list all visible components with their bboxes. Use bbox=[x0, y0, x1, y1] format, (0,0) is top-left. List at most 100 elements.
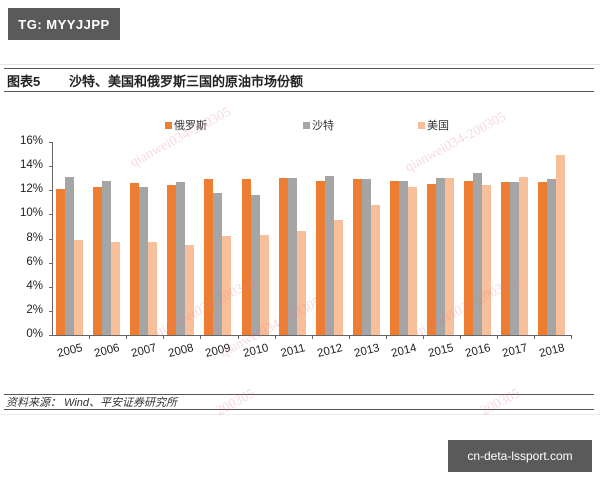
bar-2005-2 bbox=[74, 239, 83, 335]
bar-2014-1 bbox=[398, 180, 408, 335]
x-tick-label: 2016 bbox=[464, 342, 492, 360]
x-tick-label: 2014 bbox=[390, 342, 418, 360]
y-tick-label: 10% bbox=[19, 207, 43, 220]
y-tick-label: 12% bbox=[19, 183, 43, 196]
bar-2009-0 bbox=[204, 179, 214, 335]
x-tick bbox=[423, 335, 424, 339]
x-tick-label: 2017 bbox=[501, 342, 530, 360]
legend-swatch-icon bbox=[418, 121, 425, 129]
top-divider bbox=[0, 64, 600, 65]
bar-2009-1 bbox=[213, 192, 223, 335]
legend-item-0: 俄罗斯 bbox=[165, 117, 207, 133]
x-tick-label: 2009 bbox=[204, 342, 233, 360]
x-tick bbox=[460, 335, 462, 339]
x-tick bbox=[497, 335, 499, 339]
x-tick bbox=[89, 335, 91, 339]
legend-label: 俄罗斯 bbox=[174, 120, 207, 132]
bar-2011-1 bbox=[287, 178, 297, 335]
y-tick-label: 0% bbox=[26, 328, 43, 340]
x-tick-label: 2013 bbox=[352, 342, 381, 360]
bar-2016-1 bbox=[473, 173, 483, 335]
bar-2007-0 bbox=[130, 183, 140, 335]
telegram-tag-badge: TG: MYYJJPP bbox=[8, 8, 120, 40]
legend-item-1: 沙特 bbox=[303, 117, 334, 133]
bar-2008-0 bbox=[167, 185, 177, 335]
x-tick bbox=[200, 335, 202, 339]
bar-2015-0 bbox=[427, 184, 436, 335]
y-tick bbox=[49, 262, 53, 264]
y-tick-label: 14% bbox=[19, 159, 43, 172]
bar-2010-2 bbox=[259, 234, 269, 335]
bar-2007-1 bbox=[139, 186, 149, 335]
figure-title-bar: 图表5 沙特、美国和俄罗斯三国的原油市场份额 bbox=[4, 68, 594, 92]
bar-2017-1 bbox=[510, 181, 520, 335]
x-tick bbox=[385, 335, 387, 339]
bar-2017-2 bbox=[519, 176, 529, 335]
x-tick bbox=[237, 335, 239, 339]
x-tick-label: 2007 bbox=[130, 342, 159, 360]
bar-chart: 0% 2% 4% 6% 8% 10% 12% 14% 16% 2005 2006 2007 2008 20… bbox=[19, 135, 573, 360]
bar-2006-1 bbox=[102, 180, 112, 335]
x-tick bbox=[311, 335, 313, 339]
x-tick-label: 2018 bbox=[538, 342, 567, 360]
bar-2012-2 bbox=[333, 220, 343, 335]
bar-2018-1 bbox=[547, 179, 557, 335]
legend-swatch-icon bbox=[303, 121, 310, 129]
bar-2016-0 bbox=[464, 180, 474, 335]
bar-2015-2 bbox=[445, 178, 454, 335]
site-url-badge: cn-deta-lssport.com bbox=[448, 440, 592, 472]
bar-2006-0 bbox=[93, 186, 103, 335]
bar-2009-2 bbox=[222, 236, 232, 335]
legend-label: 美国 bbox=[427, 120, 449, 132]
bar-2014-0 bbox=[389, 180, 399, 335]
x-tick-label: 2015 bbox=[427, 342, 455, 360]
bar-2005-0 bbox=[56, 189, 65, 335]
y-tick bbox=[49, 238, 53, 240]
x-tick-label: 2005 bbox=[56, 342, 84, 360]
bar-2013-2 bbox=[370, 204, 380, 335]
bar-2018-2 bbox=[556, 155, 566, 335]
legend-swatch-icon bbox=[165, 121, 172, 129]
bottom-divider bbox=[0, 414, 600, 415]
bar-2013-1 bbox=[361, 179, 371, 335]
y-tick bbox=[49, 214, 53, 216]
x-tick-label: 2010 bbox=[241, 342, 270, 360]
x-axis bbox=[52, 335, 571, 336]
figure-number: 图表5 bbox=[7, 73, 41, 89]
chart-legend: 俄罗斯 沙特 美国 bbox=[0, 117, 600, 133]
bar-2010-1 bbox=[250, 195, 260, 335]
x-tick-label: 2006 bbox=[93, 342, 121, 360]
x-tick-label: 2011 bbox=[279, 342, 307, 360]
bar-2017-0 bbox=[501, 181, 511, 335]
bar-2016-2 bbox=[482, 185, 492, 335]
bar-2011-0 bbox=[278, 178, 288, 335]
bar-2018-0 bbox=[538, 181, 548, 335]
bar-2008-1 bbox=[176, 181, 186, 335]
bar-2012-0 bbox=[315, 180, 325, 335]
y-tick bbox=[49, 190, 53, 192]
y-tick bbox=[49, 142, 53, 143]
y-tick-label: 16% bbox=[19, 135, 43, 147]
bar-2013-0 bbox=[352, 179, 362, 335]
legend-label: 沙特 bbox=[312, 120, 334, 132]
x-tick bbox=[163, 335, 165, 339]
x-tick bbox=[274, 335, 276, 339]
x-tick-label: 2008 bbox=[167, 342, 196, 360]
x-tick bbox=[348, 335, 350, 339]
x-tick-label: 2012 bbox=[315, 342, 344, 360]
y-tick-label: 6% bbox=[26, 255, 43, 268]
y-tick-label: 2% bbox=[26, 303, 43, 316]
bar-2011-2 bbox=[296, 231, 306, 335]
bar-2007-2 bbox=[148, 242, 158, 335]
bar-2010-0 bbox=[241, 179, 251, 335]
figure-title: 沙特、美国和俄罗斯三国的原油市场份额 bbox=[69, 73, 304, 89]
bar-2008-2 bbox=[185, 244, 195, 335]
legend-item-2: 美国 bbox=[418, 117, 449, 133]
y-tick bbox=[49, 335, 53, 336]
y-tick bbox=[49, 286, 53, 288]
bar-2006-2 bbox=[111, 242, 121, 335]
source-note: 资料来源： Wind、平安证券研究所 bbox=[4, 394, 594, 410]
bar-2005-1 bbox=[65, 176, 74, 335]
y-tick bbox=[49, 166, 53, 168]
y-tick-label: 4% bbox=[26, 279, 43, 292]
